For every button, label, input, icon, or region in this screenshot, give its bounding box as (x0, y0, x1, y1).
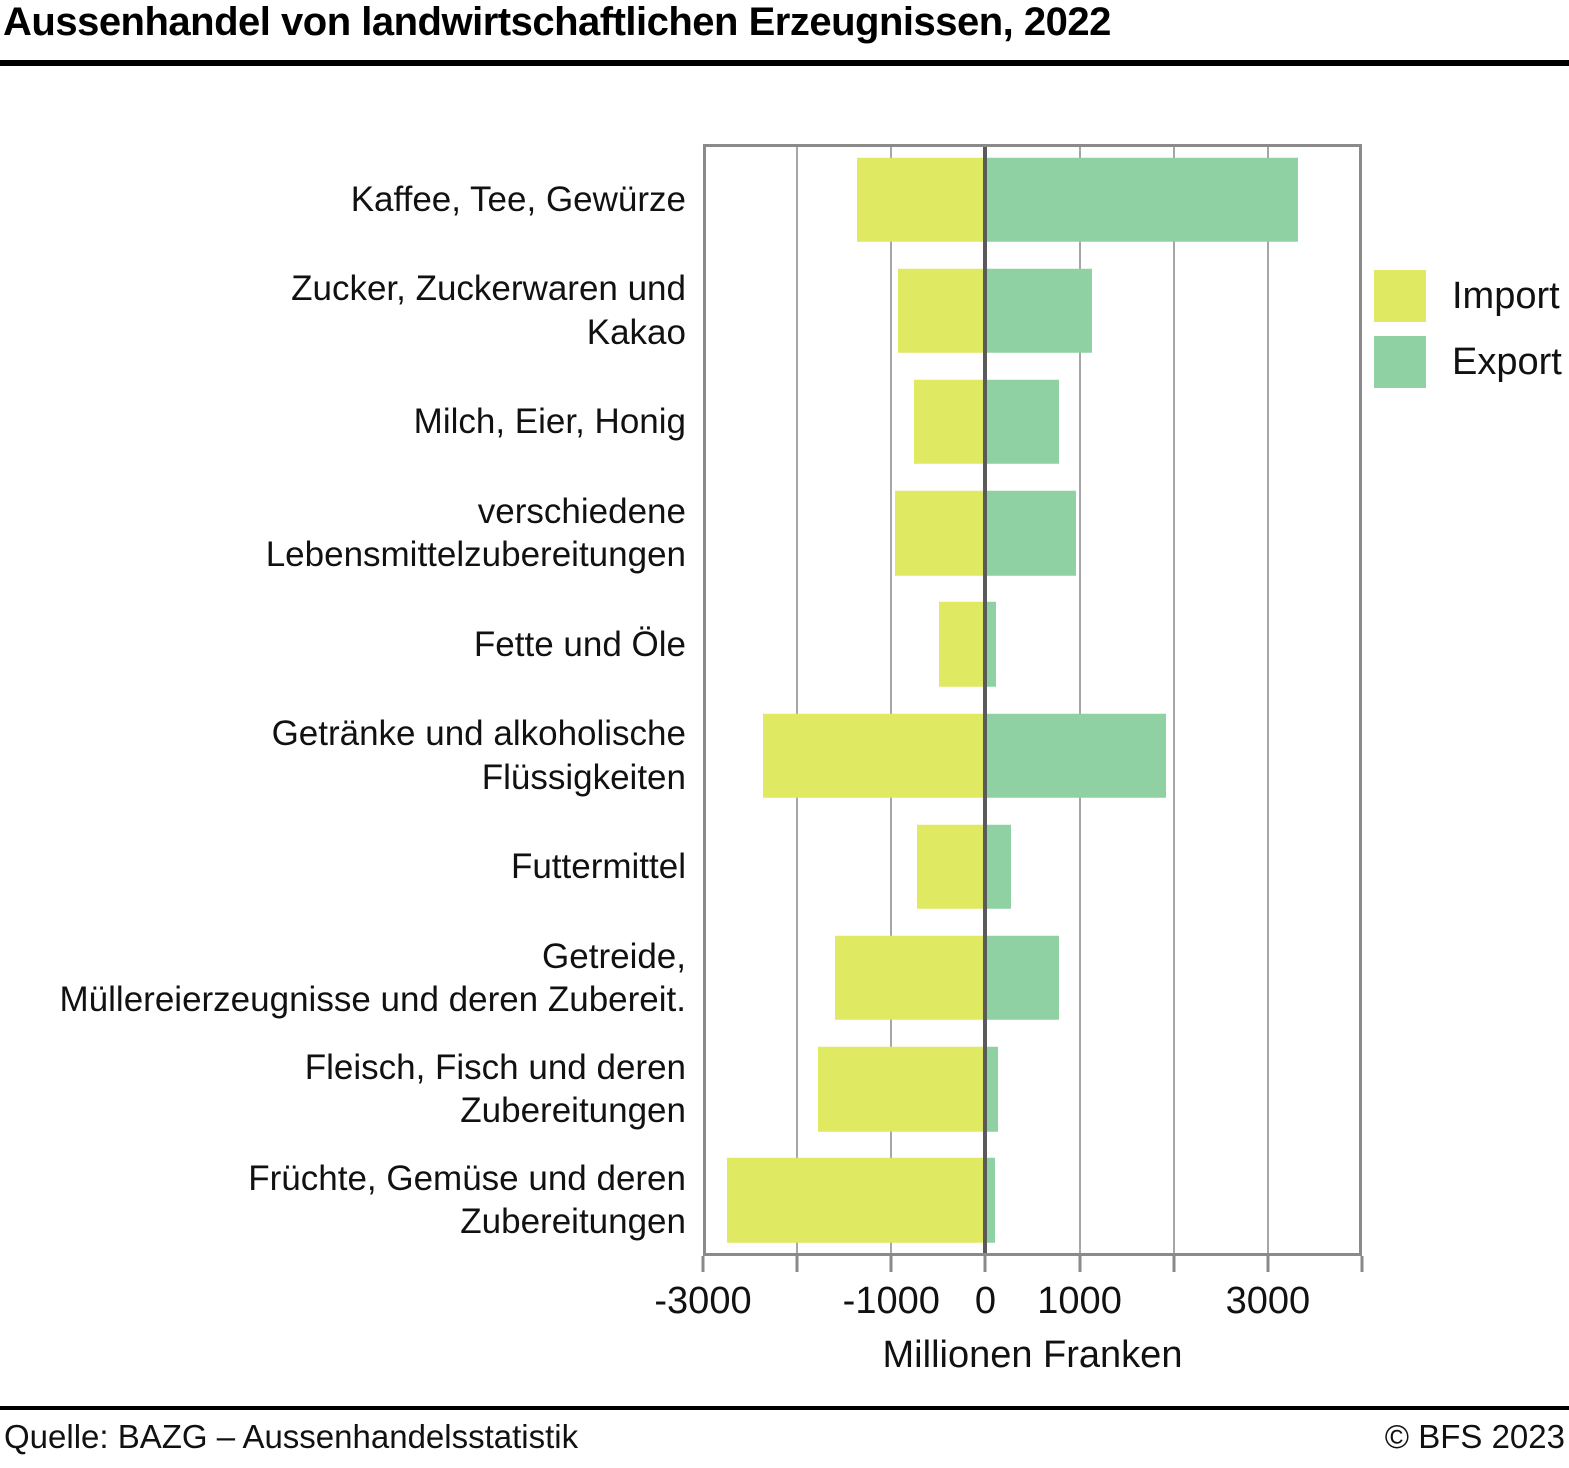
import-bar (913, 379, 986, 465)
category-label: Futtermittel (0, 811, 686, 922)
category-label-line: Kakao (586, 312, 686, 352)
x-tick-label: 0 (974, 1280, 996, 1322)
export-bar (985, 157, 1298, 242)
copyright-note: © BFS 2023 (1384, 1418, 1565, 1455)
x-tick-label: 3000 (1225, 1280, 1311, 1322)
gridline (796, 144, 799, 1256)
category-label-line: Lebensmittelzubereitungen (265, 535, 686, 575)
x-axis-tick (1172, 1256, 1176, 1272)
x-axis: -3000 -1000 0 1000 3000 (654, 1256, 1364, 1366)
category-axis: Kaffee, Tee, Gewürze Zucker, Zuckerwaren … (0, 144, 686, 1256)
zero-line (983, 144, 988, 1256)
gridline (1078, 144, 1081, 1256)
legend-item-export: Export (1374, 336, 1562, 388)
bar-row (703, 700, 1362, 811)
x-axis-tick (1266, 1256, 1270, 1272)
export-bar (985, 713, 1167, 798)
category-label-line: Früchte, Gemüse und deren (248, 1159, 686, 1198)
footer-divider (0, 1406, 1569, 1410)
legend-item-import: Import (1374, 270, 1562, 322)
x-axis-tick (889, 1256, 893, 1272)
legend: Import Export (1374, 270, 1562, 402)
import-bar (895, 490, 986, 576)
legend-label-export: Export (1452, 340, 1562, 383)
category-label: Getränke und alkoholische Flüssigkeiten (0, 700, 686, 811)
x-axis-title: Millionen Franken (882, 1334, 1183, 1376)
category-label: Kaffee, Tee, Gewürze (0, 144, 686, 255)
x-axis-tick (795, 1256, 799, 1272)
x-axis-tick (983, 1256, 987, 1272)
plot-area (703, 144, 1362, 1256)
category-label-line: Flüssigkeiten (481, 757, 686, 797)
gridline (1172, 144, 1175, 1256)
category-label-line: verschiedene (477, 491, 686, 531)
bar-row (703, 1034, 1362, 1145)
category-label-line: Zubereitungen (460, 1202, 686, 1242)
x-axis-tick (701, 1256, 705, 1272)
bar-row (703, 1145, 1362, 1256)
category-label: verschiedene Lebensmittelzubereitungen (0, 478, 686, 589)
category-label-line: Müllereierzeugnisse und deren Zubereit. (59, 979, 686, 1019)
title-divider (0, 60, 1569, 66)
category-label-line: Zubereitungen (460, 1091, 686, 1131)
x-tick-label: 1000 (1037, 1280, 1122, 1322)
category-label: Zucker, Zuckerwaren und Kakao (0, 255, 686, 366)
gridline (890, 144, 893, 1256)
category-label-line: Getränke und alkoholische (271, 714, 686, 754)
x-tick-label: -3000 (654, 1280, 752, 1322)
bar-row (703, 922, 1362, 1033)
import-bar (834, 935, 986, 1021)
export-bar (985, 1046, 998, 1132)
gridline (1266, 144, 1269, 1256)
export-bar (985, 602, 996, 687)
category-label: Milch, Eier, Honig (0, 366, 686, 477)
bar-row (703, 255, 1362, 366)
category-label-line: Zucker, Zuckerwaren und (291, 269, 686, 309)
export-swatch (1374, 336, 1426, 388)
import-bar (817, 1046, 986, 1132)
category-label: Früchte, Gemüse und deren Zubereitungen (0, 1145, 686, 1256)
category-label: Getreide, Müllereierzeugnisse und deren Z… (0, 922, 686, 1033)
x-axis-tick (1078, 1256, 1082, 1272)
export-bar (985, 1158, 995, 1243)
category-label-line: Fette und Öle (473, 624, 686, 664)
export-bar (985, 824, 1011, 910)
import-bar (726, 1158, 986, 1243)
category-label: Fleisch, Fisch und deren Zubereitungen (0, 1034, 686, 1145)
bar-row (703, 144, 1362, 255)
source-note: Quelle: BAZG – Aussenhandelsstatistik (4, 1418, 579, 1455)
x-axis-tick (1360, 1256, 1364, 1272)
export-bar (985, 490, 1076, 576)
export-bar (985, 268, 1092, 354)
category-label-line: Kaffee, Tee, Gewürze (350, 179, 686, 219)
bar-row (703, 811, 1362, 922)
import-bar (939, 602, 986, 687)
x-tick-label: -1000 (842, 1280, 940, 1322)
bar-row (703, 366, 1362, 477)
legend-label-import: Import (1452, 274, 1560, 317)
import-bar (857, 157, 986, 242)
import-bar (763, 713, 986, 798)
import-bar (897, 268, 986, 354)
export-bar (985, 935, 1059, 1021)
bar-row (703, 589, 1362, 700)
category-label-line: Getreide, (542, 936, 686, 976)
import-bar (916, 824, 986, 910)
export-bar (985, 379, 1059, 465)
category-label-line: Milch, Eier, Honig (413, 402, 686, 442)
category-label-line: Fleisch, Fisch und deren (304, 1047, 686, 1087)
category-label: Fette und Öle (0, 589, 686, 700)
page-title: Aussenhandel von landwirtschaftlichen Er… (3, 0, 1111, 44)
bar-row (703, 478, 1362, 589)
category-label-line: Futtermittel (510, 847, 686, 887)
import-swatch (1374, 270, 1426, 322)
